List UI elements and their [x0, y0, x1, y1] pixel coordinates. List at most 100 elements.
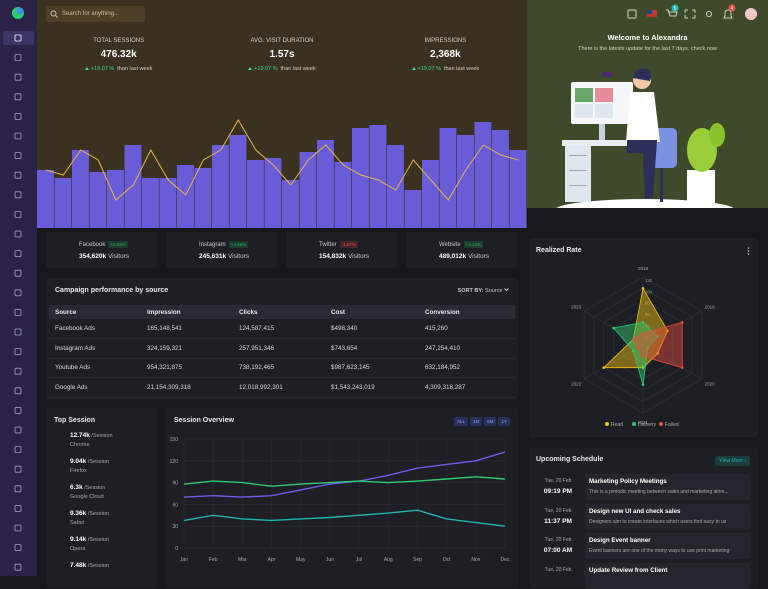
radar-point	[666, 329, 669, 333]
range-button[interactable]: 6M	[484, 417, 497, 426]
column-header[interactable]: Conversion	[419, 305, 515, 319]
webcam	[602, 72, 612, 77]
session-unit: /Session	[87, 563, 109, 569]
sort-label: SORT BY:	[457, 288, 484, 294]
source-unit: Visitors	[107, 253, 130, 260]
sidebar-icon[interactable]	[14, 504, 22, 512]
sidebar-icon[interactable]	[14, 406, 22, 414]
sidebar-icon[interactable]	[14, 54, 22, 61]
sidebar-icon[interactable]	[14, 93, 22, 101]
table-row: Google Ads 21,154,309,318 12,018,992,301 $1…	[49, 377, 515, 398]
source-name: Instagram	[199, 241, 226, 248]
source-name: Twitter	[319, 241, 337, 248]
session-stat: 12.74k /Session	[70, 432, 113, 439]
view-more-button[interactable]: View More ›	[715, 456, 750, 466]
session-value: 6.3k	[70, 484, 83, 491]
sidebar-icon[interactable]	[14, 230, 22, 238]
radar-category: 2021	[638, 420, 649, 425]
session-unit: /Session	[87, 537, 109, 543]
sidebar-icon[interactable]	[14, 73, 22, 81]
sidebar-icon[interactable]	[14, 152, 22, 160]
video-tile	[595, 104, 613, 118]
radar-tick-label: 20	[645, 335, 650, 340]
bell-icon[interactable]	[723, 9, 733, 19]
sidebar-icon[interactable]	[14, 132, 22, 140]
schedule-item[interactable]: Design Event banner Event banners are one…	[585, 533, 750, 559]
plant	[709, 123, 725, 147]
search-box[interactable]: Search for anything...	[46, 6, 145, 22]
source-head: Website +3.12%	[439, 241, 483, 248]
radar-point	[680, 366, 684, 369]
legend-label[interactable]: Delivery	[638, 422, 657, 428]
schedule-desc: Event banners are one of the many ways t…	[589, 548, 730, 554]
sidebar-icon[interactable]	[14, 544, 22, 551]
sidebar-icon[interactable]	[14, 367, 22, 375]
sidebar-icon[interactable]	[14, 348, 22, 356]
x-tick-label: Dec	[501, 557, 510, 563]
hair	[633, 68, 651, 81]
avatar[interactable]	[745, 8, 757, 20]
schedule-title: Marketing Policy Meetings	[589, 478, 667, 485]
change-note: than last week	[280, 66, 316, 72]
hero-bar	[457, 135, 474, 228]
apps-icon[interactable]	[627, 9, 637, 19]
sidebar-icon[interactable]	[14, 210, 22, 218]
source-head: Instagram +4.65%	[199, 241, 249, 248]
sidebar-icon[interactable]	[14, 328, 22, 336]
sidebar-icon[interactable]	[14, 171, 22, 179]
radar-point	[631, 338, 635, 341]
hero-bar	[194, 168, 212, 228]
menu-icon[interactable]	[747, 247, 750, 255]
cart-icon[interactable]	[666, 9, 678, 17]
sidebar-icon[interactable]	[14, 191, 22, 199]
hero-bar	[142, 178, 159, 228]
column-header[interactable]: Source	[49, 305, 141, 319]
sidebar-icon[interactable]	[14, 426, 22, 434]
hero-bar	[317, 140, 334, 228]
sidebar-icon[interactable]	[14, 289, 22, 297]
schedule-time: 07:00 AM	[543, 547, 573, 554]
source-change: -1.67%	[339, 241, 358, 248]
schedule-item[interactable]: Design new UI and check sales Designers a…	[585, 503, 750, 530]
sidebar-icon[interactable]	[14, 113, 22, 120]
legend-label[interactable]: Failed	[665, 422, 679, 428]
x-tick-label: Feb	[209, 557, 218, 563]
range-button[interactable]: 1Y	[498, 417, 510, 426]
sidebar-icon[interactable]	[14, 465, 22, 473]
column-header[interactable]: Impression	[141, 305, 233, 319]
theme-icon[interactable]	[706, 11, 712, 17]
radar-point	[641, 366, 645, 369]
fullscreen-icon[interactable]	[684, 9, 696, 19]
sidebar-icon[interactable]	[14, 446, 22, 454]
hero-bar	[264, 158, 282, 228]
drawer	[565, 146, 591, 202]
range-button[interactable]: 1M	[469, 417, 483, 426]
radar-category: 2023	[571, 305, 582, 310]
sort-control[interactable]: SORT BY: Source	[458, 288, 509, 294]
hero-bar	[509, 150, 527, 228]
column-header[interactable]: Cost	[325, 305, 419, 319]
schedule-item[interactable]: Marketing Policy Meetings This is a perio…	[585, 474, 750, 500]
hero-bar	[387, 145, 404, 228]
radar-chart: 20 40 60 80 100 120 2018 2019 2020 2021 2022 2023 Re…	[571, 266, 715, 428]
session-chart: 0 30 60 90 120 150 Jan Feb Mar Apr May Jun Jul Aug Sep…	[170, 437, 510, 563]
panel-title: Realized Rate	[536, 247, 582, 254]
sidebar-icon[interactable]	[14, 269, 22, 277]
sidebar-icon[interactable]	[14, 387, 22, 395]
column-header[interactable]: Clicks	[233, 305, 325, 319]
hero-bar	[439, 128, 457, 228]
sidebar-icon[interactable]	[14, 563, 22, 571]
radar-point	[602, 366, 606, 369]
sidebar-icon[interactable]	[14, 34, 22, 42]
cart-badge-text: 5	[674, 6, 677, 12]
radar-tick-label: 40	[645, 323, 650, 328]
sidebar-icon[interactable]	[14, 524, 22, 532]
hero-bar	[422, 160, 439, 228]
table-cell: 21,154,309,318	[141, 377, 233, 398]
legend-label[interactable]: Read	[611, 422, 623, 428]
sidebar-icon[interactable]	[14, 485, 22, 493]
sidebar-icon[interactable]	[14, 308, 22, 316]
sidebar-active	[3, 31, 34, 45]
sidebar-icon[interactable]	[14, 250, 22, 258]
range-button[interactable]: ALL	[453, 417, 468, 426]
